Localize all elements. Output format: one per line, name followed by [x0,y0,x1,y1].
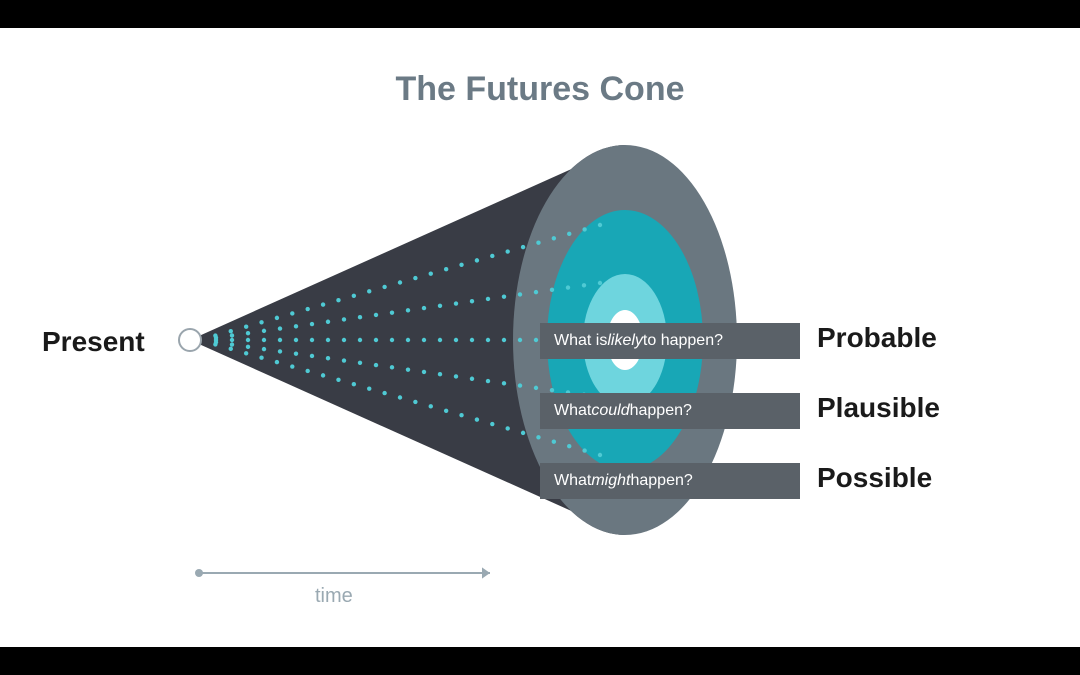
diagram-stage: The Futures Cone Present What is likely … [0,0,1080,675]
category-text-pre: What [554,472,591,490]
category-label-2: Possible [817,462,932,494]
category-text-post: happen? [630,472,692,490]
category-text-pre: What [554,402,591,420]
category-text-post: to happen? [643,332,723,350]
category-text-post: happen? [630,402,692,420]
category-label-1: Plausible [817,392,940,424]
category-text-emphasis: likely [607,332,643,350]
category-text-emphasis: could [591,402,629,420]
category-text-emphasis: might [591,472,630,490]
category-box-1: What could happen? [540,393,800,429]
category-label-0: Probable [817,322,937,354]
time-axis-arrowhead [482,567,490,578]
category-box-2: What might happen? [540,463,800,499]
time-axis-label: time [315,585,353,608]
category-box-0: What is likely to happen? [540,323,800,359]
present-point [179,329,201,351]
category-text-pre: What is [554,332,607,350]
present-label: Present [42,326,145,358]
